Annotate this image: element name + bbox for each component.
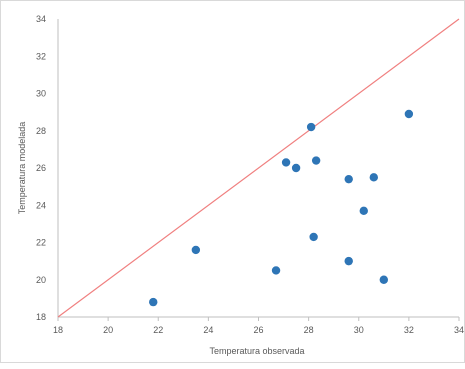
data-point	[369, 173, 378, 182]
x-tick-label: 28	[304, 325, 314, 335]
data-point	[191, 245, 201, 255]
data-point	[344, 174, 353, 184]
y-tick-label: 28	[36, 126, 46, 136]
data-point	[344, 256, 353, 266]
y-tick-label: 26	[36, 163, 46, 173]
y-tick-label: 34	[36, 14, 46, 24]
data-point	[404, 109, 414, 119]
y-tick-label: 20	[36, 275, 46, 285]
data-point	[311, 156, 321, 165]
x-tick-label: 30	[354, 325, 364, 335]
data-point	[271, 266, 281, 275]
y-tick-label: 32	[36, 51, 46, 61]
data-point	[359, 206, 368, 216]
data-point	[291, 163, 301, 173]
x-axis-label: Temperatura observada	[209, 346, 304, 356]
data-point	[379, 275, 389, 284]
y-tick-label: 24	[36, 200, 46, 210]
y-tick-label: 18	[36, 312, 46, 322]
x-tick-label: 26	[253, 325, 263, 335]
data-point	[281, 158, 291, 167]
reference-line	[57, 18, 460, 318]
data-point	[306, 122, 316, 132]
x-tick-label: 20	[103, 325, 113, 335]
y-tick-label: 30	[36, 89, 46, 99]
x-tick-label: 18	[53, 325, 63, 335]
data-point	[149, 297, 158, 307]
y-tick-label: 22	[36, 238, 46, 248]
y-axis-label: Temperatura modelada	[17, 122, 27, 215]
x-tick-label: 24	[203, 325, 213, 335]
data-point	[309, 232, 318, 242]
x-tick-label: 34	[454, 325, 464, 335]
x-tick-label: 22	[153, 325, 163, 335]
x-tick-label: 32	[404, 325, 414, 335]
